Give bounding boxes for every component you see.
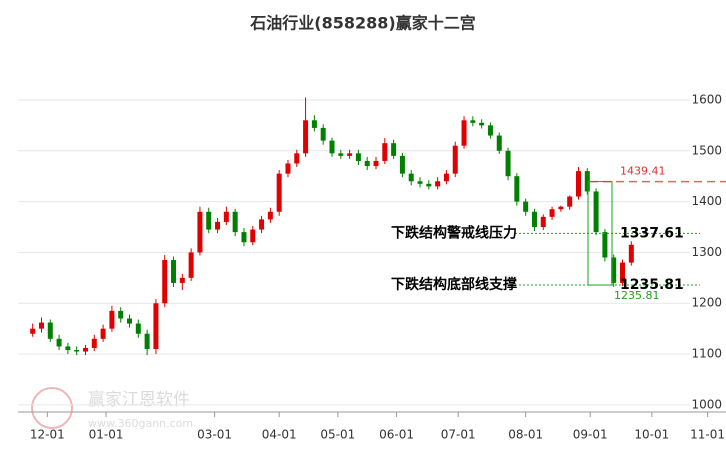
candle-body [65, 346, 71, 350]
candle-body [505, 150, 511, 177]
watermark-url: www.360gann.com [88, 417, 193, 430]
resistance-text: 下跌结构警戒线压力 [391, 224, 517, 241]
candle-body [91, 338, 97, 348]
x-tick-label: 06-01 [379, 428, 414, 442]
y-tick-label: 1600 [691, 92, 722, 106]
y-tick-label: 1100 [691, 347, 722, 361]
candle-body [593, 191, 599, 233]
x-tick-label: 05-01 [320, 428, 355, 442]
candle-body [118, 310, 124, 319]
candle-body [38, 322, 44, 329]
y-tick-label: 1200 [691, 296, 722, 310]
candle-body [171, 260, 177, 283]
candle-body [241, 232, 247, 243]
candle-body [373, 160, 379, 167]
candle-body [188, 252, 194, 278]
candle-body [602, 232, 608, 258]
candle-body [408, 173, 414, 182]
candle-body [320, 127, 326, 141]
candle-body [417, 181, 423, 184]
candle-body [399, 155, 405, 174]
candle-body [443, 173, 449, 182]
chart-title: 石油行业(858288)赢家十二宫 [249, 14, 475, 33]
candle-body [470, 120, 476, 123]
candle-body [540, 216, 546, 228]
candle-body [496, 135, 502, 151]
candle-body [611, 257, 617, 283]
low-mark-label: 1235.81 [614, 289, 660, 302]
y-tick-label: 1500 [691, 143, 722, 157]
watermark-logo [31, 387, 73, 429]
candle-body [558, 206, 564, 210]
candle-body [355, 153, 361, 161]
high-line-label: 1439.41 [620, 165, 666, 178]
candle-body [426, 183, 432, 187]
candle-body [56, 338, 62, 347]
candle-body [584, 171, 590, 192]
y-tick-label: 1000 [691, 397, 722, 411]
candle-body [364, 160, 370, 167]
y-tick-label: 1400 [691, 194, 722, 208]
candle-body [285, 163, 291, 174]
candle-body [144, 333, 150, 349]
candle-body [162, 260, 168, 304]
candle-body [100, 328, 106, 339]
candle-body [127, 318, 133, 324]
x-tick-label: 11-01 [690, 428, 725, 442]
candle-body [479, 122, 485, 126]
candle-body [267, 211, 273, 220]
candle-body [294, 153, 300, 164]
y-tick-label: 1300 [691, 245, 722, 259]
x-tick-label: 01-01 [89, 428, 124, 442]
candle-body [329, 140, 335, 154]
x-tick-label: 08-01 [508, 428, 543, 442]
candle-body [620, 262, 626, 283]
resistance-value: 1337.61 [620, 225, 684, 241]
candle-body [382, 143, 388, 161]
candle-body [452, 145, 458, 174]
candle-body [232, 211, 238, 233]
candle-body [487, 125, 493, 136]
x-tick-label: 12-01 [30, 428, 65, 442]
candle-body [259, 219, 265, 230]
support-value: 1235.81 [620, 277, 684, 293]
x-tick-label: 04-01 [262, 428, 297, 442]
candle-body [47, 322, 53, 339]
watermark: 赢家江恩软件 www.360gann.com [31, 387, 193, 430]
candle-body [567, 196, 573, 207]
candle-body [461, 120, 467, 146]
candle-body [514, 176, 520, 202]
candle-body [250, 229, 256, 243]
candle-body [347, 153, 353, 156]
x-tick-label: 09-01 [573, 428, 608, 442]
candle-body [179, 277, 185, 283]
candle-body [197, 211, 203, 253]
support-text: 下跌结构底部线支撑 [391, 276, 517, 293]
candle-body [549, 209, 555, 217]
candle-body [523, 201, 529, 212]
candle-body [74, 350, 80, 352]
candle-body [311, 120, 317, 128]
candle-body [82, 347, 88, 352]
x-tick-label: 07-01 [441, 428, 476, 442]
candle-body [135, 323, 141, 334]
candle-body [276, 173, 282, 212]
candle-body [109, 310, 115, 329]
candle-body [575, 171, 581, 197]
candle-body [215, 221, 221, 230]
watermark-name: 赢家江恩软件 [88, 390, 190, 410]
candle-body [628, 244, 634, 263]
candle-body [531, 211, 537, 228]
candle-body [338, 153, 344, 156]
x-tick-label: 03-01 [197, 428, 232, 442]
candle-body [435, 181, 441, 187]
candle-body [303, 120, 309, 154]
candle-body [30, 328, 36, 334]
candle-body [153, 303, 159, 349]
candle-body [206, 211, 212, 230]
x-tick-label: 10-01 [634, 428, 669, 442]
candle-body [391, 143, 397, 156]
candle-body [223, 211, 229, 222]
